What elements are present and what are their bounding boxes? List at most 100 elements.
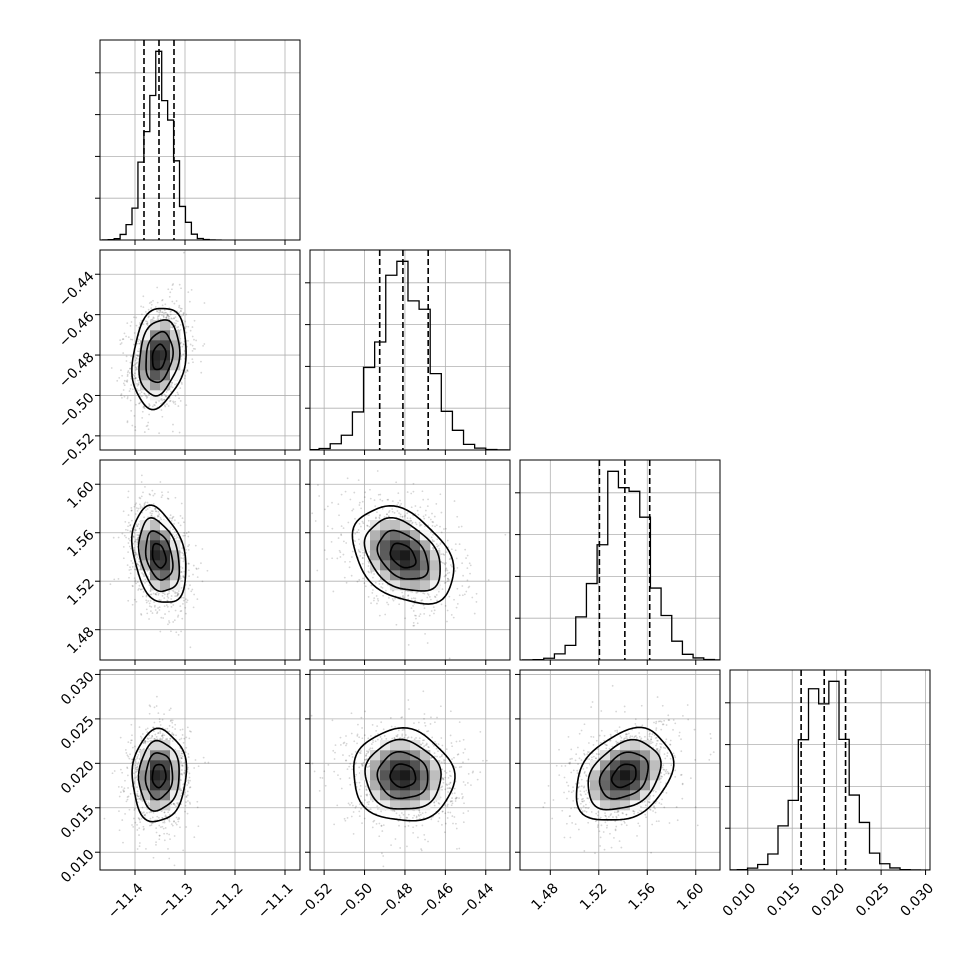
contour-level-1 xyxy=(145,330,174,384)
sample-point xyxy=(330,540,333,543)
sample-point xyxy=(430,536,433,539)
sample-point xyxy=(468,585,471,588)
sample-point xyxy=(169,707,172,710)
sample-point xyxy=(137,384,140,386)
sample-point xyxy=(180,757,183,760)
sample-point xyxy=(148,605,151,608)
sample-point xyxy=(159,737,162,740)
sample-point xyxy=(407,595,409,597)
sample-point xyxy=(148,302,151,304)
sample-point xyxy=(184,320,187,323)
sample-point xyxy=(158,838,161,841)
sample-point xyxy=(129,572,132,575)
sample-point xyxy=(163,820,166,822)
sample-point xyxy=(135,776,138,779)
sample-point xyxy=(412,597,415,600)
sample-point xyxy=(420,524,423,526)
sample-point xyxy=(181,773,184,776)
contours xyxy=(131,727,188,823)
sample-point xyxy=(151,510,154,513)
sample-point xyxy=(434,596,437,599)
sample-point xyxy=(154,604,156,607)
sample-point xyxy=(185,795,188,798)
sample-point xyxy=(152,316,155,319)
sample-point xyxy=(189,802,192,805)
sample-point xyxy=(365,752,368,755)
density-bin xyxy=(150,580,161,591)
sample-point xyxy=(371,723,374,726)
sample-point xyxy=(186,790,189,793)
sample-point xyxy=(159,318,162,321)
sample-point xyxy=(138,845,141,848)
sample-point xyxy=(361,557,364,560)
sample-point xyxy=(129,566,131,569)
sample-point xyxy=(175,823,178,826)
density-bin xyxy=(430,570,441,581)
sample-point xyxy=(113,578,116,581)
sample-point xyxy=(357,529,360,531)
sample-point xyxy=(367,565,370,567)
sample-point xyxy=(142,811,145,814)
sample-point xyxy=(435,524,438,527)
sample-point xyxy=(181,728,184,731)
sample-point xyxy=(161,738,163,741)
sample-point xyxy=(136,829,139,831)
sample-point xyxy=(177,820,180,823)
sample-point xyxy=(184,327,187,330)
sample-point xyxy=(130,530,132,533)
sample-point xyxy=(202,344,204,347)
sample-point xyxy=(181,617,184,620)
sample-point xyxy=(147,308,150,311)
sample-point xyxy=(443,554,446,556)
sample-point xyxy=(140,305,142,308)
sample-point xyxy=(150,303,153,306)
sample-point xyxy=(139,392,141,395)
sample-point xyxy=(187,782,190,785)
density-bin xyxy=(160,320,171,331)
sample-point xyxy=(124,779,126,782)
contour-level-1 xyxy=(376,529,430,580)
sample-point xyxy=(168,833,171,836)
sample-point xyxy=(465,590,468,593)
sample-point xyxy=(162,617,165,619)
histogram-steps xyxy=(101,50,222,240)
density-bin xyxy=(170,330,181,341)
sample-point xyxy=(136,763,139,766)
sample-point xyxy=(126,373,129,376)
contours xyxy=(130,504,187,603)
sample-point xyxy=(155,705,158,707)
sample-point xyxy=(190,730,192,733)
density-bin xyxy=(150,530,161,541)
sample-point xyxy=(130,568,132,571)
sample-point xyxy=(442,553,445,555)
sample-point xyxy=(141,417,144,419)
sample-point xyxy=(475,592,478,595)
sample-point xyxy=(428,595,431,598)
sample-point xyxy=(367,519,370,522)
sample-point xyxy=(138,834,140,836)
sample-point xyxy=(158,598,161,601)
sample-point xyxy=(173,322,176,324)
sample-point xyxy=(182,343,185,345)
sample-point xyxy=(182,314,185,317)
density-bin xyxy=(140,750,151,761)
sample-point xyxy=(164,311,167,314)
sample-point xyxy=(458,543,461,546)
sample-point xyxy=(440,603,443,606)
density-bin xyxy=(370,540,381,551)
sample-point xyxy=(145,397,148,399)
sample-point xyxy=(121,771,124,774)
sample-point xyxy=(400,502,403,505)
sample-point xyxy=(410,492,413,495)
sample-point xyxy=(180,287,182,290)
sample-point xyxy=(456,587,459,590)
sample-point xyxy=(130,506,133,509)
sample-point xyxy=(363,817,366,820)
sample-point xyxy=(168,819,171,821)
sample-point xyxy=(161,299,163,302)
sample-point xyxy=(126,529,129,532)
sample-point xyxy=(128,569,131,571)
sample-point xyxy=(136,525,139,527)
sample-point xyxy=(185,325,188,328)
sample-point xyxy=(159,311,162,314)
